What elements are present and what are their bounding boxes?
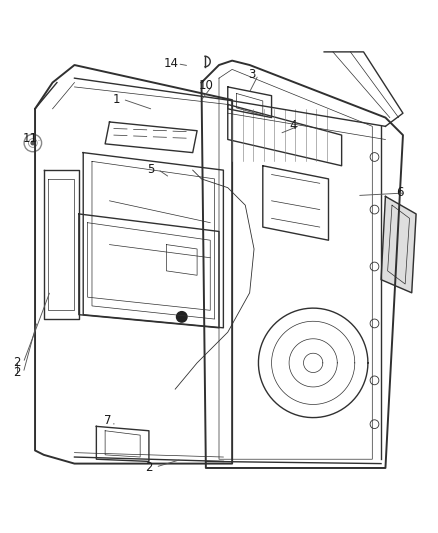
Text: 6: 6 [396, 187, 403, 199]
Text: 3: 3 [248, 68, 255, 81]
Circle shape [177, 312, 187, 322]
Text: 7: 7 [103, 414, 111, 427]
Text: 10: 10 [198, 79, 213, 92]
Text: 2: 2 [13, 357, 21, 369]
Circle shape [31, 141, 35, 145]
Text: 11: 11 [23, 132, 38, 144]
Text: 4: 4 [290, 119, 297, 132]
Text: 2: 2 [13, 366, 21, 379]
Text: 5: 5 [148, 163, 155, 176]
Text: 1: 1 [112, 93, 120, 106]
Polygon shape [381, 197, 416, 293]
Text: 14: 14 [163, 57, 178, 70]
Text: 2: 2 [145, 461, 153, 474]
